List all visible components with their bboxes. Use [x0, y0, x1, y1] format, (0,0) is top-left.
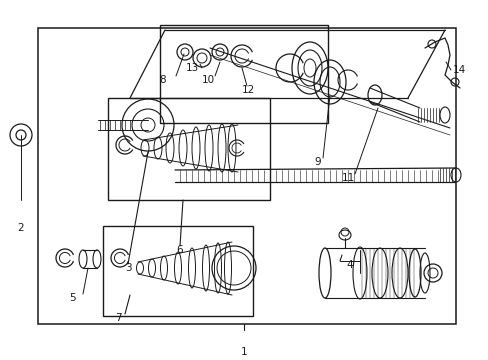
Text: 6: 6 — [176, 245, 183, 255]
Text: 5: 5 — [70, 293, 76, 303]
Text: 9: 9 — [314, 157, 321, 167]
Bar — [108, 98, 269, 200]
Text: 1: 1 — [240, 347, 247, 357]
Text: 2: 2 — [18, 223, 24, 233]
Bar — [103, 226, 252, 316]
Text: 8: 8 — [160, 75, 166, 85]
Text: 11: 11 — [341, 173, 354, 183]
Text: 4: 4 — [346, 260, 353, 270]
Text: 14: 14 — [452, 65, 465, 75]
Text: 12: 12 — [241, 85, 254, 95]
Text: 7: 7 — [115, 313, 121, 323]
Bar — [160, 25, 327, 123]
Text: 13: 13 — [185, 63, 198, 73]
Text: 3: 3 — [124, 263, 131, 273]
Bar — [38, 28, 455, 324]
Text: 10: 10 — [201, 75, 214, 85]
